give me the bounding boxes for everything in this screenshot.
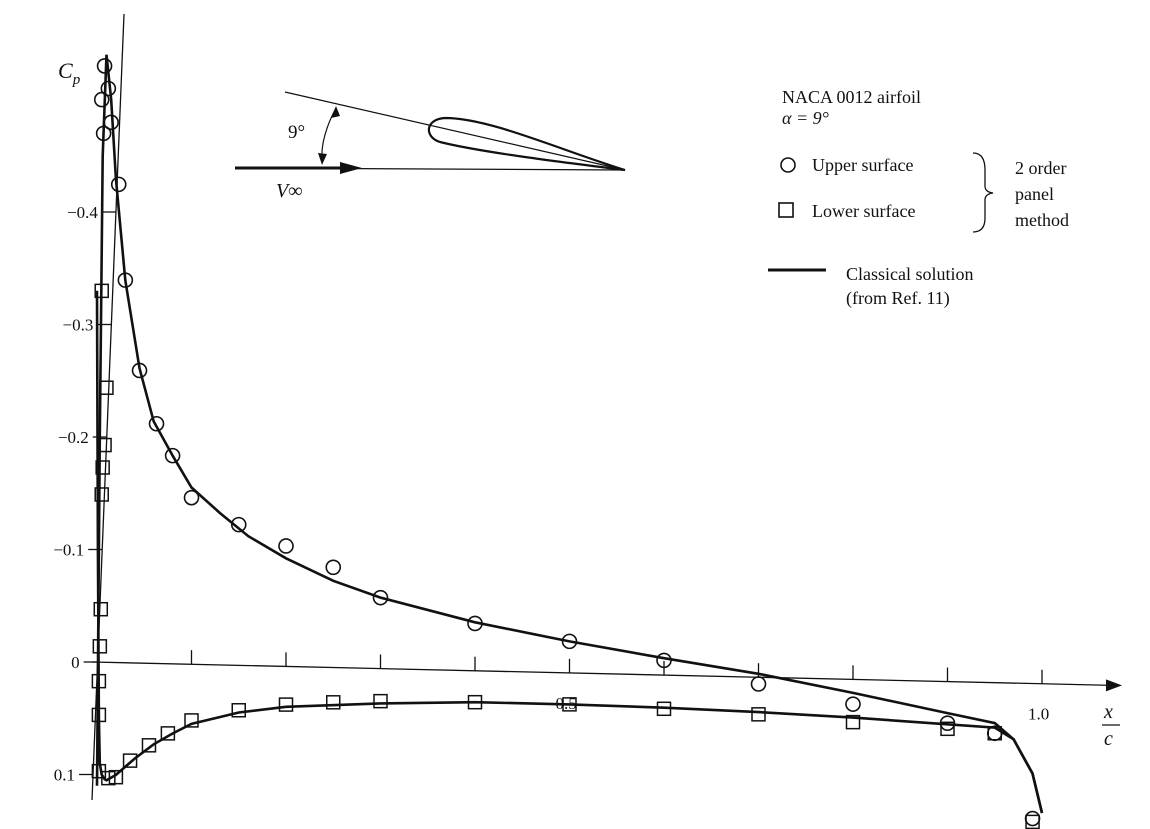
lower-point-26 [987,726,1002,741]
lower-point-2 [91,673,107,689]
upper-point-6 [117,272,134,288]
upper-point-4 [103,114,119,131]
lower-point-12 [122,753,138,768]
legend-circle-marker [780,157,796,173]
angle-label: 9° [288,122,305,143]
y-tick-label-4: 0 [71,653,80,672]
x-axis-arrow [1106,679,1122,692]
velocity-arrow-head [340,162,362,174]
y-tick-label-5: 0.1 [54,766,75,785]
upper-point-19 [845,696,861,712]
upper-point-10 [183,489,200,506]
chord-line [284,91,626,171]
lower-point-14 [160,726,176,741]
upper-point-8 [148,415,165,432]
legend-airfoil-name: NACA 0012 airfoil [782,87,921,107]
legend-method-line2: panel [1015,184,1054,204]
lower-point-19 [373,693,388,709]
upper-point-7 [131,362,148,379]
lower-point-4 [93,601,109,617]
legend-brace [972,152,994,233]
legend-square-marker [778,202,794,218]
lower-point-16 [231,703,246,718]
legend-classical-label: Classical solution [846,264,974,284]
x-axis [91,661,1113,686]
lower-point-1 [91,707,107,723]
upper-point-22 [1024,810,1041,827]
upper-point-14 [372,589,389,606]
lower-point-27 [1025,814,1040,829]
lower-surface-markers [91,283,1040,829]
upper-point-2 [95,125,112,142]
velocity-label: V∞ [276,180,302,202]
x-ticks: 0.51.0 [190,650,1049,724]
upper-point-5 [110,176,127,193]
y-axis-label: Cp [58,58,81,88]
x-axis-label: x c [1102,701,1120,750]
angle-arrow-top [331,106,340,118]
lower-point-8 [99,380,114,395]
classical-upper-curve [95,54,1044,814]
upper-point-12 [278,538,294,554]
lower-point-11 [108,769,124,785]
lower-point-5 [94,487,109,502]
upper-point-13 [325,559,342,576]
legend-lower-label: Lower surface [812,201,915,221]
lower-point-24 [845,714,861,730]
x-label-denominator: c [1104,728,1113,750]
legend: NACA 0012 airfoil α = 9° Upper surface L… [768,87,1069,309]
lower-point-10 [101,770,116,786]
lower-point-21 [562,697,577,712]
lower-point-18 [326,695,341,710]
legend-classical-ref: (from Ref. 11) [846,288,950,309]
lower-point-7 [97,437,112,453]
lower-point-23 [751,707,766,722]
upper-point-3 [100,80,117,97]
upper-point-0 [96,58,113,74]
y-tick-label-1: −0.3 [63,316,94,335]
x-tick-label-1: 1.0 [1028,705,1049,724]
lower-point-6 [95,460,110,475]
upper-point-18 [750,676,767,692]
legend-method-line3: method [1015,210,1069,230]
lower-point-3 [92,639,108,654]
y-ticks: −0.4 −0.3 −0.2 −0.1 0 0.1 [53,203,116,785]
lower-point-15 [184,713,199,728]
lower-point-20 [467,694,483,710]
upper-point-9 [164,447,181,464]
airfoil-shape [427,116,626,172]
lower-point-13 [141,738,157,753]
legend-alpha: α = 9° [782,108,829,128]
legend-upper-label: Upper surface [812,155,913,175]
upper-point-17 [656,652,672,669]
lower-point-17 [278,697,294,712]
axes [91,13,1122,801]
classical-lower-curve [95,290,1044,814]
x-label-numerator: x [1103,701,1113,723]
lower-point-22 [656,701,672,717]
angle-arrow-bottom [318,153,327,165]
y-tick-label-2: −0.2 [58,428,89,447]
lower-point-9 [94,283,109,299]
airfoil-inset: 9° V∞ [234,91,626,202]
y-tick-label-3: −0.1 [53,541,84,560]
legend-method-line1: 2 order [1015,158,1066,178]
y-tick-label-0: −0.4 [67,203,98,222]
upper-point-16 [561,633,578,650]
upper-point-15 [467,615,483,632]
lower-point-25 [940,721,955,737]
upper-point-11 [230,516,247,533]
